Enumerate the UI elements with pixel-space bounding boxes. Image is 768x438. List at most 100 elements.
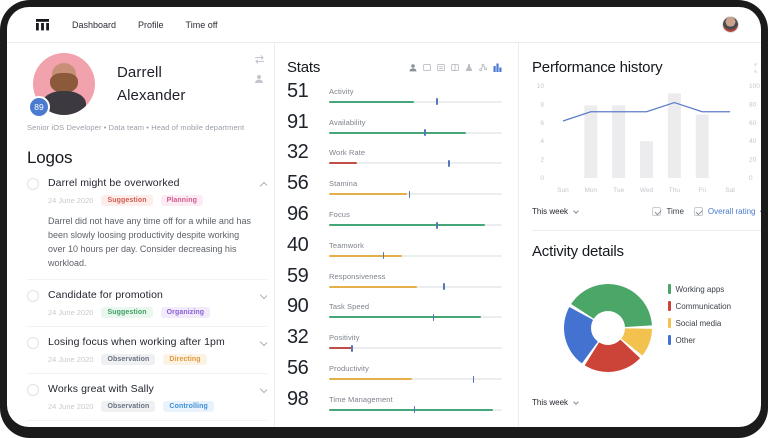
stat-benchmark-marker	[351, 344, 353, 352]
stat-value: 96	[287, 203, 309, 226]
stat-benchmark-marker	[432, 313, 435, 321]
nav-item-dashboard[interactable]: Dashboard	[72, 19, 117, 30]
stats-view-switcher	[409, 63, 502, 72]
divider-horizontal	[532, 230, 761, 231]
stat-label: Task Speed	[329, 302, 370, 312]
donut-slice	[571, 284, 652, 328]
stat-row: 40 Teamwork	[287, 230, 502, 261]
card-view-icon[interactable]	[423, 63, 431, 72]
stat-value: 59	[287, 264, 309, 287]
stat-progress-bar	[329, 344, 502, 352]
add-user-icon[interactable]	[254, 74, 264, 84]
legend-item: Communication	[668, 301, 731, 311]
note-card[interactable]: Losing focus when working after 1pm 24 J…	[27, 327, 267, 374]
score-badge: 89	[28, 96, 50, 118]
svg-text:Mon: Mon	[584, 187, 597, 194]
stat-benchmark-marker	[413, 406, 416, 414]
main-area: 89 Darrell Alexander Senior i	[7, 43, 761, 427]
bar-chart-view-icon[interactable]	[493, 63, 502, 72]
note-card[interactable]: Showing great leadership potential 24 Ju…	[27, 421, 267, 427]
stat-value: 91	[287, 110, 309, 133]
chevron-down-icon	[573, 208, 579, 214]
note-checkbox[interactable]	[27, 383, 39, 396]
performance-period-dropdown[interactable]: This week	[532, 207, 579, 216]
stat-row: 56 Stamina	[287, 168, 502, 199]
employee-panel: 89 Darrell Alexander Senior i	[27, 49, 267, 427]
stat-progress-bar	[329, 283, 502, 291]
stat-value: 56	[287, 357, 309, 380]
lab-view-icon[interactable]	[465, 63, 473, 72]
stat-progress-bar	[329, 406, 502, 414]
note-date: 24 June 2020	[48, 307, 94, 317]
note-tag: Controlling	[163, 400, 214, 412]
svg-text:2: 2	[540, 157, 544, 164]
stat-benchmark-marker	[436, 98, 438, 106]
note-date: 24 June 2020	[48, 196, 94, 205]
employee-name: Darrell Alexander	[117, 64, 186, 104]
user-avatar[interactable]	[722, 16, 739, 33]
legend-item: Working apps	[668, 284, 731, 294]
nav-item-profile[interactable]: Profile	[138, 19, 164, 30]
stats-section-title: Stats	[287, 59, 321, 76]
stat-label: Positivity	[329, 333, 360, 343]
note-checkbox[interactable]	[27, 178, 39, 190]
employee-title: Senior iOS Developer • Data team • Head …	[27, 123, 245, 132]
note-date: 24 June 2020	[48, 354, 94, 364]
app-logo-icon[interactable]	[35, 17, 50, 32]
graph-view-icon[interactable]	[479, 63, 487, 72]
time-checkbox[interactable]: Time	[652, 207, 684, 216]
logos-section-title: Logos	[27, 148, 73, 167]
stat-row: 32 Positivity	[287, 322, 502, 353]
note-checkbox[interactable]	[27, 289, 39, 302]
stat-progress-bar	[329, 221, 502, 229]
app-window: Dashboard Profile Time off 89	[7, 7, 761, 427]
stat-value: 98	[287, 387, 309, 410]
stat-row: 91 Availability	[287, 107, 502, 138]
list-view-icon[interactable]	[437, 63, 445, 72]
svg-text:6: 6	[540, 120, 544, 127]
nav-item-timeoff[interactable]: Time off	[185, 19, 218, 30]
donut-slice	[584, 339, 641, 372]
overall-rating-checkbox[interactable]: Overall rating	[693, 207, 761, 216]
stat-value: 32	[287, 326, 309, 349]
performance-title: Performance history	[532, 59, 663, 76]
donut-slice	[621, 328, 652, 356]
expand-icon[interactable]	[754, 63, 761, 73]
note-tag: Planning	[160, 195, 203, 206]
stat-benchmark-marker	[443, 283, 445, 291]
note-card[interactable]: Candidate for promotion 24 June 2020 Sugg…	[27, 280, 267, 327]
divider-left	[274, 43, 275, 427]
stat-value: 51	[287, 79, 309, 102]
stat-progress-bar	[329, 159, 502, 167]
note-title: Darrel might be overworked	[48, 177, 180, 189]
stat-value: 32	[287, 141, 309, 164]
svg-text:Tue: Tue	[613, 187, 624, 194]
note-checkbox[interactable]	[27, 336, 39, 349]
svg-text:Wed: Wed	[640, 187, 654, 194]
note-title: Works great with Sally	[48, 382, 154, 395]
note-card[interactable]: Works great with Sally 24 June 2020 Obser…	[27, 374, 267, 421]
svg-text:Thu: Thu	[669, 187, 681, 194]
stat-progress-bar	[329, 313, 502, 321]
stat-benchmark-marker	[382, 252, 385, 260]
note-card[interactable]: Darrel might be overworked 24 June 2020 S…	[27, 168, 267, 280]
stat-progress-bar	[329, 98, 502, 106]
activity-period-dropdown[interactable]: This week	[532, 398, 761, 407]
user-view-icon[interactable]	[409, 63, 417, 72]
svg-text:Fri: Fri	[698, 187, 706, 194]
notes-list: Darrel might be overworked 24 June 2020 S…	[27, 168, 267, 427]
kanban-view-icon[interactable]	[451, 63, 459, 72]
note-tag: Suggestion	[101, 195, 153, 206]
compare-icon[interactable]	[254, 55, 265, 64]
svg-text:Sat: Sat	[725, 187, 735, 194]
chevron-down-icon	[759, 208, 761, 214]
stat-progress-bar	[329, 129, 502, 137]
svg-text:60: 60	[749, 120, 757, 127]
top-nav: Dashboard Profile Time off	[7, 7, 761, 43]
stat-label: Teamwork	[329, 240, 364, 250]
checkbox-checked-icon	[652, 207, 662, 216]
svg-text:20: 20	[749, 157, 757, 164]
svg-text:100: 100	[749, 83, 760, 90]
